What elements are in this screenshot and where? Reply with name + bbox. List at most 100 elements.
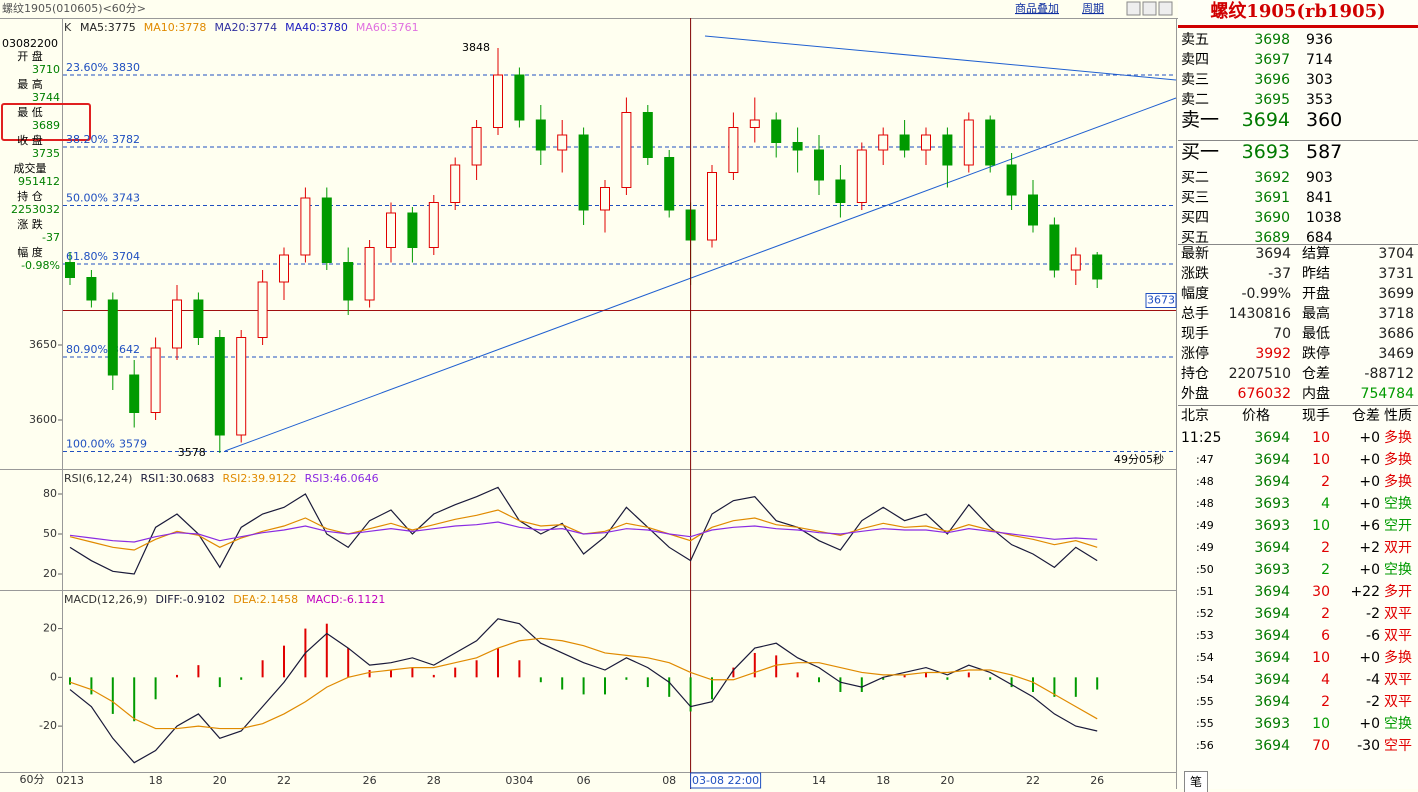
trade-header: 仓差 — [1352, 408, 1380, 424]
window-title: 螺纹1905(010605)<60分> — [2, 1, 146, 15]
high-label: 3848 — [462, 41, 490, 54]
book-price: 3697 — [1254, 52, 1290, 68]
chart-area: 螺纹1905(010605)<60分> 商品叠加 周期 60分 03082200… — [0, 1, 1178, 789]
y-tick-label: 50 — [43, 527, 57, 540]
trade-time: :49 — [1196, 519, 1214, 532]
candle-body — [236, 337, 247, 436]
trend-line — [704, 35, 1177, 81]
stat-label: 持仓 — [1181, 366, 1209, 382]
book-volume: 353 — [1306, 92, 1333, 108]
book-price: 3694 — [1241, 109, 1290, 131]
book-label: 买二 — [1181, 170, 1209, 186]
trade-nature: 空平 — [1384, 738, 1412, 754]
info-time: 03082200 — [2, 37, 58, 50]
stat-label: 最低 — [1302, 326, 1330, 342]
trade-time: :48 — [1196, 475, 1214, 488]
fib-label: 100.00% 3579 — [66, 438, 147, 451]
candle-body — [835, 179, 846, 203]
trade-time: :55 — [1196, 717, 1214, 730]
book-label: 卖五 — [1181, 32, 1209, 48]
book-volume: 303 — [1306, 72, 1333, 88]
button[interactable]: 商品叠加 — [1015, 1, 1059, 15]
series-line — [69, 637, 1098, 730]
x-tick-label: 26 — [1090, 774, 1104, 787]
trade-nature: 多换 — [1384, 452, 1412, 468]
x-tick-label: 06 — [577, 774, 591, 787]
info-label: 收 盘 — [17, 133, 43, 147]
candle-body — [535, 119, 546, 151]
trade-price: 3694 — [1254, 672, 1290, 688]
y-tick-label: 0 — [50, 670, 57, 683]
button[interactable]: 周期 — [1082, 2, 1104, 15]
candle-body — [129, 374, 140, 413]
trade-time: :51 — [1196, 585, 1214, 598]
trade-volume: 2 — [1321, 562, 1330, 578]
fib-price: 3704 — [112, 250, 140, 263]
quote-panel: 螺纹1905(rb1905) 卖五 3698 936 卖四 3697 714 卖三 3696 30… — [1178, 0, 1418, 792]
legend-label: RSI2:39.9122 — [223, 472, 297, 485]
book-volume: 1038 — [1306, 210, 1342, 226]
trade-nature: 多换 — [1384, 430, 1412, 446]
book-label: 买五 — [1181, 230, 1209, 246]
stat-label: 幅度 — [1181, 286, 1209, 302]
trend-line — [224, 97, 1177, 452]
trade-nature: 双平 — [1384, 672, 1412, 688]
candle-body — [1006, 164, 1017, 196]
legend-label: MA5:3775 — [80, 21, 136, 34]
icon-button[interactable] — [1158, 1, 1173, 16]
candle-body — [707, 172, 717, 241]
stat-value: 3686 — [1378, 326, 1414, 342]
candle-body — [1049, 224, 1060, 271]
trade-nature: 空换 — [1384, 496, 1412, 512]
trade-nature: 双平 — [1384, 628, 1412, 644]
x-tick-label: 20 — [940, 774, 954, 787]
book-price: 3693 — [1241, 141, 1290, 163]
x-tick-label: 0304 — [505, 774, 533, 787]
trade-diff: +22 — [1350, 584, 1380, 600]
info-value: -0.98% — [21, 259, 60, 272]
trade-diff: +0 — [1359, 430, 1380, 446]
candle-body — [386, 212, 396, 248]
trade-volume: 4 — [1321, 496, 1330, 512]
stat-label: 涨停 — [1181, 346, 1209, 362]
trade-nature: 空换 — [1384, 716, 1412, 732]
x-tick-label: 26 — [363, 774, 377, 787]
trade-time: :52 — [1196, 607, 1214, 620]
icon-button[interactable] — [1142, 1, 1157, 16]
book-volume: 360 — [1306, 109, 1343, 131]
stat-label: 总手 — [1181, 306, 1209, 322]
candle-body — [557, 134, 568, 151]
trade-price: 3693 — [1254, 562, 1290, 578]
trade-nature: 空开 — [1384, 518, 1412, 534]
trade-price: 3694 — [1254, 452, 1290, 468]
book-price: 3695 — [1254, 92, 1290, 108]
candle-body — [1070, 254, 1081, 271]
stat-value: 3731 — [1378, 266, 1414, 282]
x-tick-label: 14 — [812, 774, 826, 787]
book-volume: 684 — [1306, 230, 1333, 246]
candle-body — [1028, 194, 1038, 226]
candle-body — [1092, 254, 1103, 280]
candle-body — [985, 119, 996, 166]
book-label: 买一 — [1181, 141, 1220, 163]
rule — [1178, 244, 1418, 245]
x-tick-label: 22 — [1026, 774, 1040, 787]
info-label: 开 盘 — [17, 49, 43, 63]
candle-body — [493, 74, 503, 128]
candle-body — [321, 197, 332, 263]
price-box — [1145, 293, 1177, 308]
icon-button[interactable] — [1126, 1, 1141, 16]
candle-body — [279, 254, 289, 283]
period-label: 60分 — [20, 773, 45, 786]
trade-time: :54 — [1196, 651, 1214, 664]
trade-diff: +0 — [1359, 716, 1380, 732]
fib-percent: 50.00% — [66, 192, 108, 205]
candle-body — [65, 262, 75, 278]
fib-percent: 100.00% — [66, 438, 115, 451]
trade-diff: -30 — [1357, 738, 1380, 754]
stat-value: 2207510 — [1228, 366, 1291, 382]
stat-label: 内盘 — [1302, 386, 1330, 402]
trade-volume: 10 — [1312, 452, 1330, 468]
trade-volume: 70 — [1312, 738, 1330, 754]
